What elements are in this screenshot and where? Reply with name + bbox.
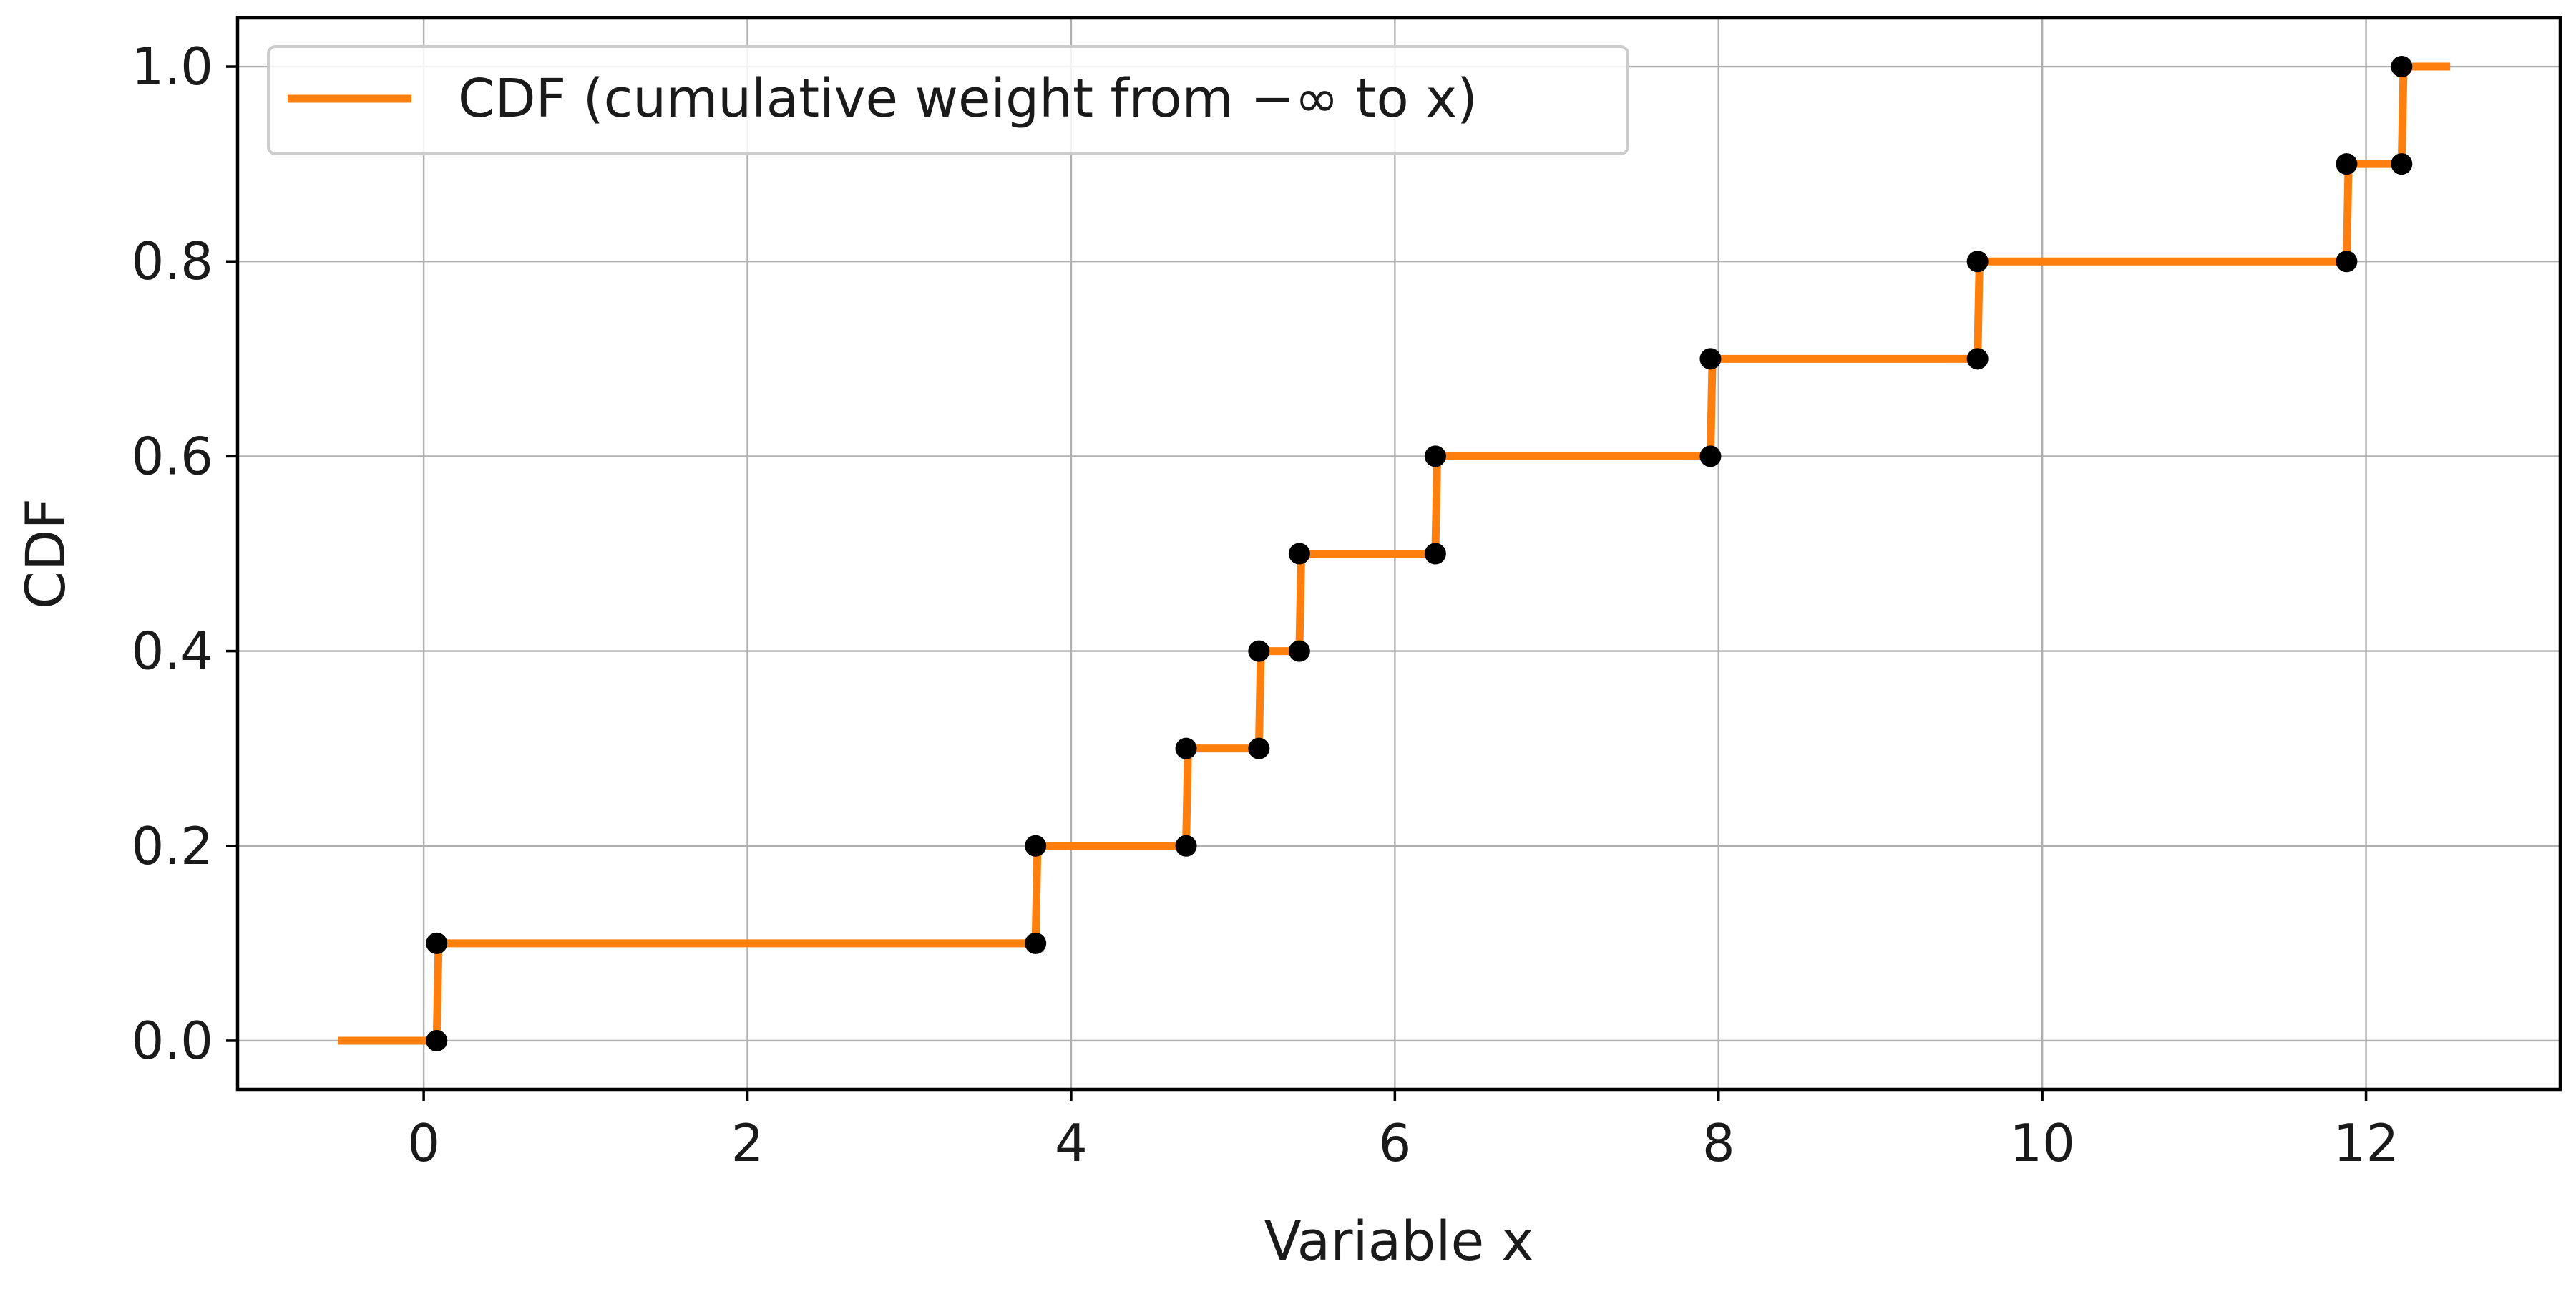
y-tick-label: 0.6 (131, 426, 213, 486)
x-tick-label: 0 (407, 1113, 440, 1173)
marker-layer (426, 56, 2413, 1051)
cdf-jump-end-point (1288, 543, 1310, 565)
cdf-jump-start-point (1248, 737, 1270, 759)
cdf-jump-start-point (1966, 348, 1989, 370)
cdf-jump-end-point (1025, 835, 1047, 857)
y-axis-label: CDF (14, 498, 77, 609)
y-tick-label: 0.2 (131, 816, 213, 876)
series-layer (338, 62, 2451, 1045)
y-tick-label: 1.0 (131, 37, 213, 97)
tick-layer: 0 2 4 6 8 10 12 0.0 0.2 0.4 0.6 0.8 1.0 (131, 37, 2399, 1173)
legend: CDF (cumulative weight from −∞ to x) (267, 45, 1629, 155)
legend-frame (267, 45, 1629, 155)
y-tick-label: 0.0 (131, 1011, 213, 1071)
x-axis-label: Variable x (1264, 1209, 1534, 1273)
cdf-jump-end-point (2391, 56, 2413, 78)
cdf-jump-end-point (426, 932, 448, 954)
x-tick-label: 6 (1378, 1113, 1411, 1173)
y-tick-label: 0.8 (131, 231, 213, 291)
cdf-jump-end-point (1248, 640, 1270, 662)
cdf-jump-end-point (1424, 445, 1446, 467)
x-tick-label: 8 (1702, 1113, 1735, 1173)
cdf-jump-start-point (2336, 251, 2358, 273)
cdf-jump-start-point (1424, 543, 1446, 565)
cdf-jump-start-point (1699, 445, 1722, 467)
cdf-jump-end-point (1699, 348, 1722, 370)
cdf-jump-end-point (2336, 153, 2358, 175)
plot-frame (235, 16, 2562, 1092)
x-tick-label: 10 (2009, 1113, 2075, 1173)
cdf-jump-start-point (1288, 640, 1310, 662)
cdf-jump-end-point (1175, 737, 1197, 759)
cdf-jump-start-point (1025, 932, 1047, 954)
cdf-jump-start-point (1175, 835, 1197, 857)
cdf-jump-start-point (2391, 153, 2413, 175)
x-tick-label: 12 (2333, 1113, 2399, 1173)
cdf-jump-end-point (1966, 251, 1989, 273)
x-tick-label: 2 (731, 1113, 764, 1173)
x-tick-label: 4 (1055, 1113, 1088, 1173)
cdf-jump-start-point (426, 1029, 448, 1051)
y-tick-label: 0.4 (131, 621, 213, 681)
legend-label: CDF (cumulative weight from −∞ to x) (458, 68, 1478, 130)
cdf-step-line (338, 62, 2451, 1045)
